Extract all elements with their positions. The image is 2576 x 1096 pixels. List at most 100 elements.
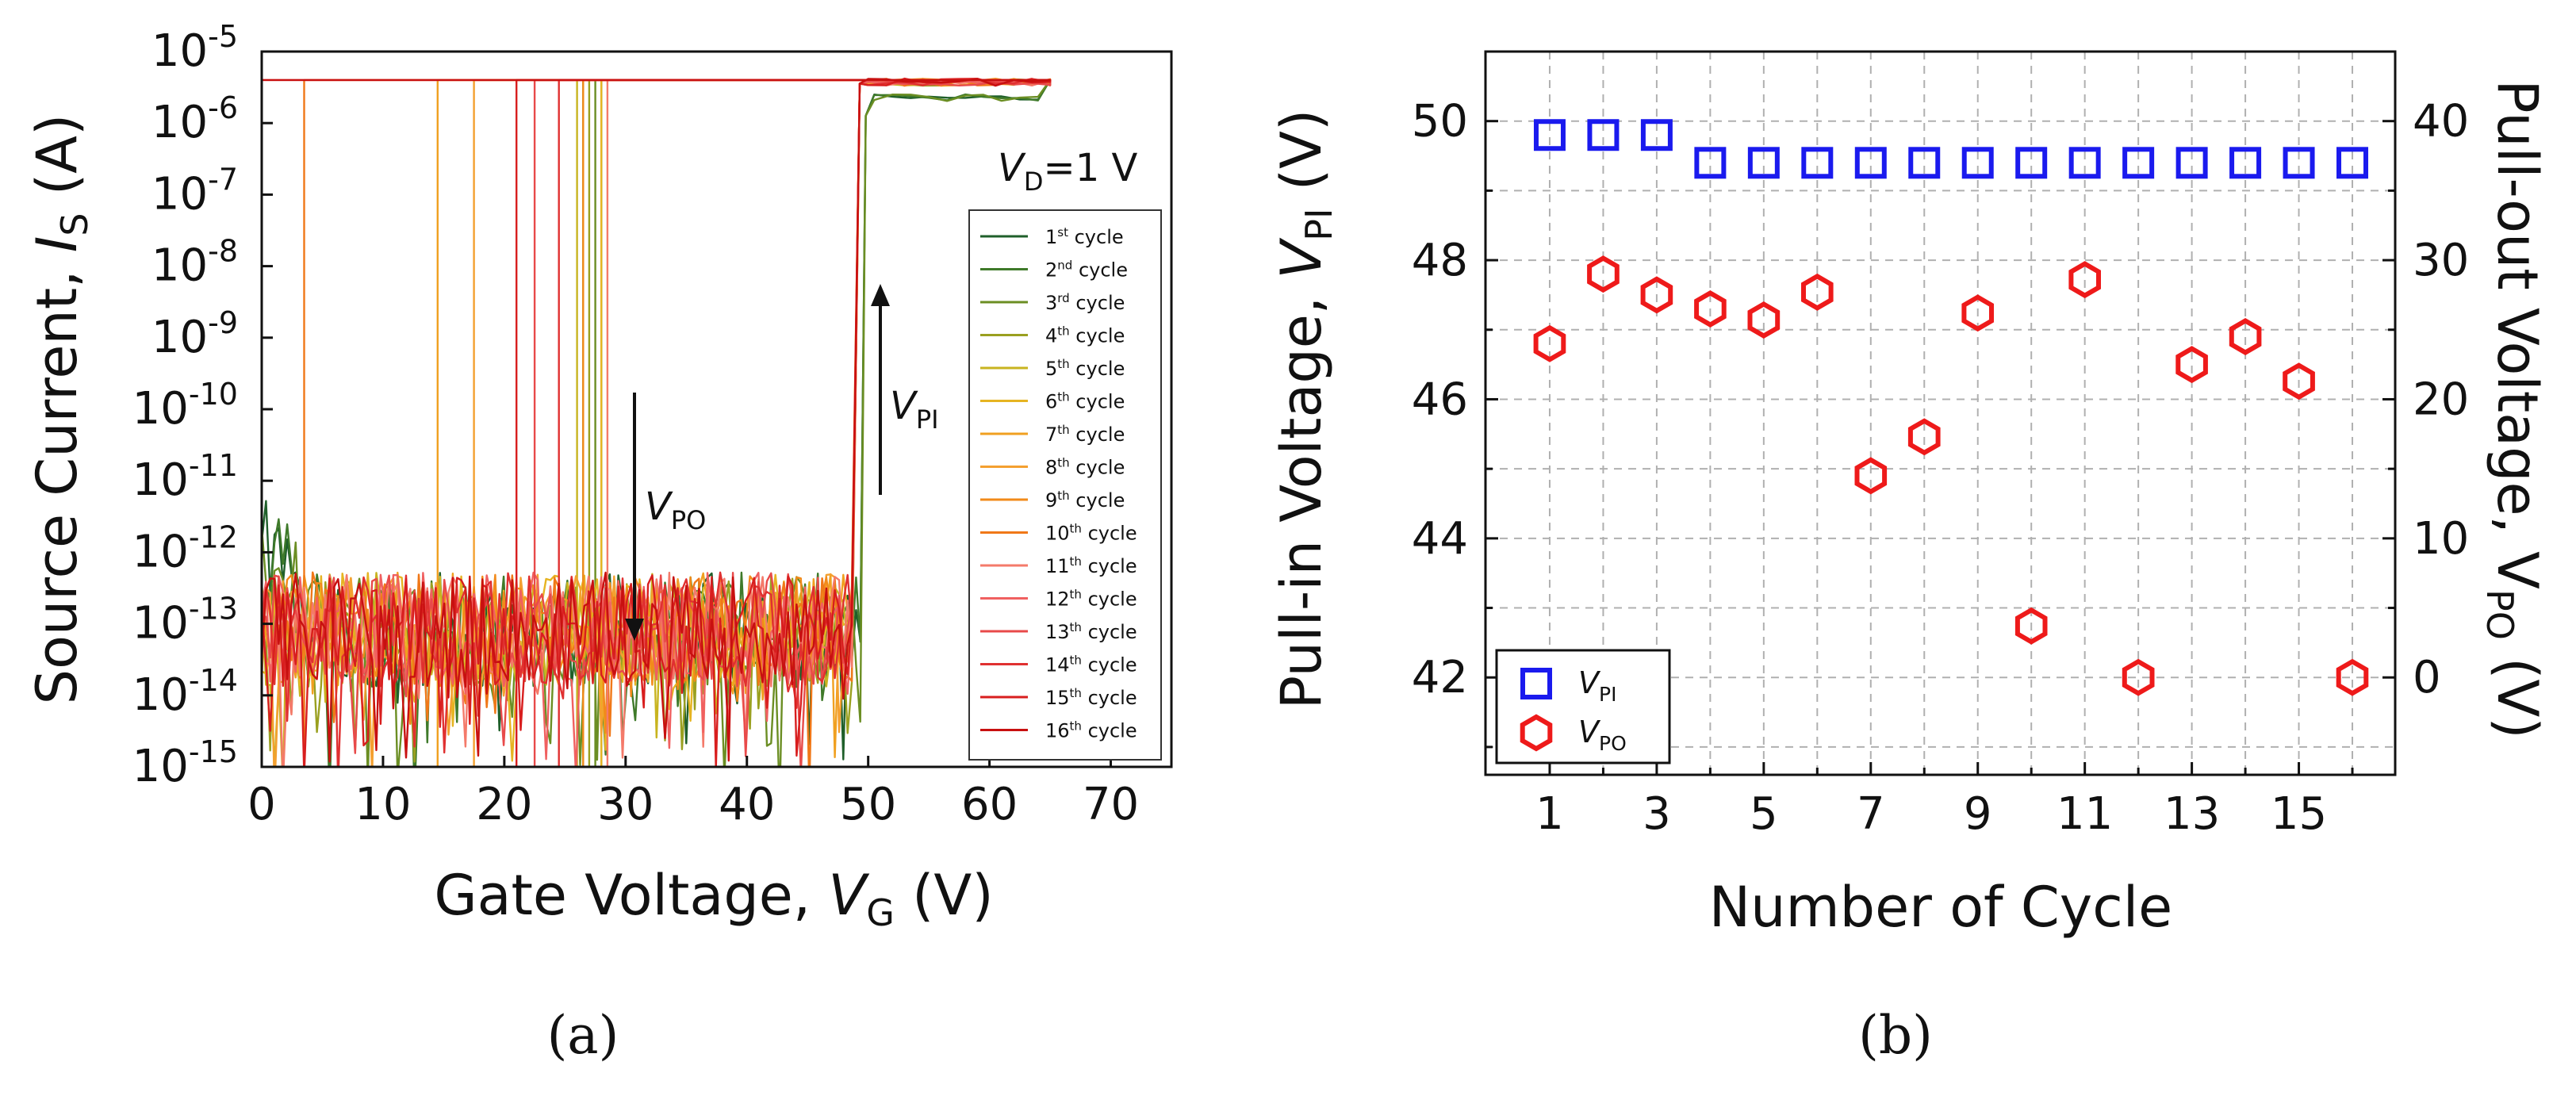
panel-b-x-tick-label: 7	[1857, 788, 1885, 840]
panel-b-pull-in-marker	[1533, 119, 1566, 151]
panel-b-pull-in-marker	[2283, 147, 2315, 179]
panel-a-y-tick-label: 10-14	[132, 663, 238, 721]
panel-b-x-tick-label: 15	[2271, 788, 2327, 840]
panel-b-x-axis-title: Number of Cycle	[1709, 875, 2172, 940]
panel-a-legend-label: 8th cycle	[1045, 456, 1125, 479]
panel-b-pull-in-marker	[2175, 147, 2208, 179]
panel-a-x-tick-label: 70	[1083, 779, 1139, 830]
panel-b-left-y-axis-title: Pull-in Voltage, VPI (V)	[1269, 109, 1340, 710]
panel-b-pull-out-marker	[1907, 418, 1941, 456]
panel-b-legend-swatch	[1520, 714, 1553, 752]
panel-a-y-tick-label: 10-15	[132, 734, 238, 792]
panel-a-series-lines	[262, 77, 1052, 767]
panel-a-drain-voltage-label: VD=1 V	[998, 146, 1138, 197]
panel-a-x-tick-label: 0	[247, 779, 276, 830]
panel-a-legend-label: 10th cycle	[1045, 522, 1137, 545]
panel-b-pull-out-marker	[1854, 457, 1888, 495]
panel-b-y-right-tick-label: 30	[2413, 235, 2469, 286]
panel-b-pull-out-marker	[1961, 294, 1994, 332]
panel-b-pull-out-marker	[2122, 658, 2155, 696]
panel-a-series-line	[262, 78, 1052, 767]
panel-a-y-tick-label: 10-11	[132, 448, 238, 506]
panel-b-pull-out-marker	[1694, 290, 1727, 328]
panel-b-pull-out-marker	[2068, 261, 2101, 299]
panel-a-pull-in-label: VPI	[890, 384, 939, 435]
panel-a-legend-label: 11th cycle	[1045, 554, 1137, 577]
panel-b-pull-in-marker	[2229, 147, 2262, 179]
panel-a-chart: 0 10 20 30 40 50 60 70 10-15 10-14 10-13 10-12 10-11…	[25, 19, 1173, 1066]
panel-b-x-tick-label: 13	[2164, 788, 2220, 840]
panel-b-y-left-tick-label: 42	[1412, 652, 1468, 703]
panel-a-y-tick-label: 10-10	[132, 377, 238, 435]
panel-a-y-tick-label: 10-12	[132, 519, 238, 577]
panel-b-y-right-tick-label: 20	[2413, 374, 2469, 425]
panel-a-x-tick-label: 20	[476, 779, 532, 830]
panel-a-legend-label: 12th cycle	[1045, 588, 1137, 611]
panel-b-legend-swatch	[1520, 668, 1552, 699]
panel-b-y-left-tick-label: 44	[1412, 513, 1468, 565]
panel-a-pull-in-arrowhead	[871, 284, 890, 306]
panel-a-legend-label: 1st cycle	[1045, 225, 1124, 248]
panel-a-y-tick-label: 10-7	[151, 162, 238, 220]
panel-b-pull-out-marker	[1587, 255, 1620, 293]
panel-b-pull-in-marker	[1694, 147, 1727, 179]
panel-b-pull-in-marker	[2015, 147, 2048, 179]
panel-a-y-tick-label: 10-13	[132, 592, 238, 650]
panel-a-legend-label: 15th cycle	[1045, 686, 1137, 709]
panel-b-y-right-tick-label: 40	[2413, 96, 2469, 148]
panel-a-legend-label: 16th cycle	[1045, 719, 1137, 742]
panel-a-legend-label: 14th cycle	[1045, 653, 1137, 676]
panel-b-y-right-tick-label: 0	[2413, 652, 2441, 703]
panel-a-legend-label: 2nd cycle	[1045, 259, 1128, 282]
panel-b-pull-out-marker	[1533, 324, 1566, 362]
panel-a-y-axis-title: Source Current, IS (A)	[25, 114, 96, 705]
panel-a-ticks: 0 10 20 30 40 50 60 70 10-15 10-14 10-13 10-12 10-11…	[132, 19, 1140, 830]
panel-a-legend: 1st cycle 2nd cycle 3rd cycle 4th cycle 5th …	[980, 225, 1137, 742]
panel-a-y-tick-label: 10-9	[151, 305, 238, 363]
panel-b-pull-in-marker	[2122, 147, 2155, 179]
panel-a-pull-out-label: VPO	[645, 485, 706, 535]
panel-a-pull-out-arrowhead	[625, 619, 644, 641]
panel-a-x-tick-label: 30	[597, 779, 654, 830]
panel-b-pull-in-marker	[2068, 147, 2101, 179]
panel-b-y-left-tick-label: 46	[1412, 374, 1468, 425]
panel-b-legend-label: VPO	[1578, 715, 1627, 755]
panel-b-x-tick-label: 5	[1750, 788, 1778, 840]
panel-b-pull-out-marker	[2283, 362, 2315, 400]
panel-b-pull-in-marker	[2336, 147, 2369, 179]
panel-a-legend-label: 7th cycle	[1045, 423, 1125, 446]
panel-b-pull-out-marker	[2229, 318, 2262, 355]
panel-b-pull-out-marker	[1801, 273, 1834, 311]
panel-a-legend-label: 13th cycle	[1045, 620, 1137, 643]
panel-a-legend-label: 5th cycle	[1045, 357, 1125, 380]
panel-b-pull-in-marker	[1908, 147, 1941, 179]
panel-b-x-tick-label: 9	[1964, 788, 1992, 840]
panel-b-pull-in-marker	[1640, 119, 1673, 151]
panel-b-right-y-axis-title: Pull-out Voltage, VPO (V)	[2478, 79, 2550, 738]
panel-b-x-tick-label: 1	[1535, 788, 1564, 840]
panel-b-pull-out-marker	[2336, 658, 2369, 696]
panel-b-pull-out-marker	[1747, 301, 1781, 339]
panel-a-y-tick-label: 10-5	[151, 19, 238, 77]
panel-a-legend-label: 9th cycle	[1045, 489, 1125, 512]
panel-a-x-tick-label: 50	[840, 779, 896, 830]
panel-b-markers	[1533, 119, 2369, 696]
panel-a-x-tick-label: 60	[961, 779, 1018, 830]
panel-a-x-tick-label: 10	[355, 779, 411, 830]
panel-b-plot-frame	[1484, 50, 2397, 776]
panel-b-x-tick-label: 3	[1643, 788, 1671, 840]
panel-b-y-left-tick-label: 48	[1412, 235, 1468, 286]
panel-b-pull-in-marker	[1961, 147, 1994, 179]
panel-b-pull-out-marker	[2014, 607, 2048, 645]
panel-b-label: (b)	[1858, 1005, 1933, 1066]
panel-b-pull-out-marker	[1640, 276, 1673, 314]
panel-b-y-left-tick-label: 50	[1412, 96, 1468, 148]
panel-b-legend-label: VPI	[1578, 665, 1616, 706]
panel-b-y-right-tick-label: 10	[2413, 513, 2469, 565]
panel-a-legend-label: 3rd cycle	[1045, 291, 1125, 314]
panel-a-x-tick-label: 40	[719, 779, 775, 830]
panel-a-y-tick-label: 10-6	[151, 90, 238, 148]
